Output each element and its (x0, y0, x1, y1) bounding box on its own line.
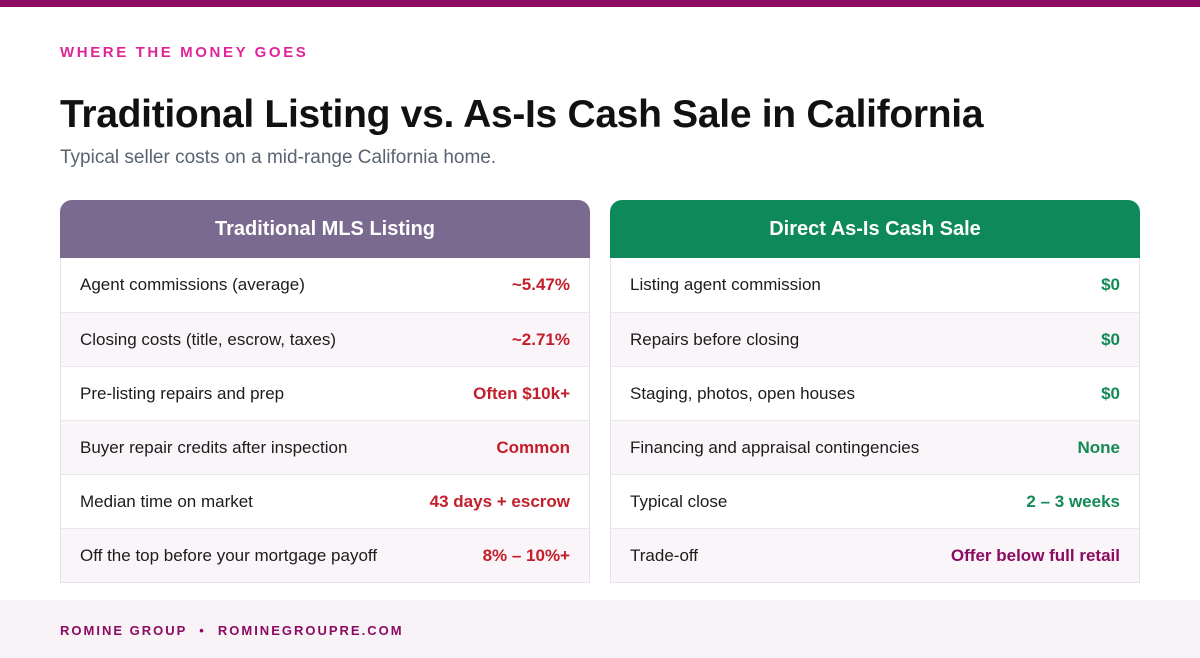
footer-brand: ROMINE GROUP (60, 623, 188, 638)
footer-website: ROMINEGROUPRE.COM (217, 623, 404, 638)
row-label: Staging, photos, open houses (630, 383, 855, 403)
row-value: ~2.71% (511, 329, 570, 349)
cash-sale-rows: Listing agent commission $0 Repairs befo… (610, 258, 1140, 583)
table-row: Trade-off Offer below full retail (611, 528, 1139, 582)
table-row: Median time on market 43 days + escrow (61, 474, 589, 528)
subheadline: Typical seller costs on a mid-range Cali… (60, 147, 497, 168)
row-value: $0 (1101, 275, 1120, 294)
table-row: Closing costs (title, escrow, taxes) ~2.… (61, 312, 589, 366)
row-value: Offer below full retail (950, 545, 1120, 565)
row-value: Often $10k+ (473, 383, 570, 403)
cash-sale-header: Direct As-Is Cash Sale (610, 200, 1140, 258)
row-label: Off the top before your mortgage payoff (80, 545, 378, 565)
table-row: Repairs before closing $0 (611, 312, 1139, 366)
row-value: None (1077, 437, 1121, 457)
table-row: Buyer repair credits after inspection Co… (61, 420, 589, 474)
table-row: Listing agent commission $0 (611, 258, 1139, 312)
footer-separator: • (199, 623, 206, 638)
row-label: Median time on market (80, 491, 253, 511)
cash-sale-panel: Direct As-Is Cash Sale Listing agent com… (610, 200, 1140, 583)
top-accent-bar (0, 0, 1200, 7)
table-row: Off the top before your mortgage payoff … (61, 528, 589, 582)
row-label: Agent commissions (average) (80, 275, 305, 294)
row-label: Pre-listing repairs and prep (80, 383, 285, 403)
row-value: Common (496, 437, 570, 457)
footer-text: ROMINE GROUP • ROMINEGROUPRE.COM (60, 623, 404, 639)
row-value: 43 days + escrow (429, 491, 570, 511)
traditional-listing-rows: Agent commissions (average) ~5.47% Closi… (60, 258, 590, 583)
row-label: Buyer repair credits after inspection (80, 437, 348, 457)
row-label: Repairs before closing (630, 329, 800, 349)
row-label: Typical close (630, 491, 728, 511)
row-value: $0 (1101, 329, 1120, 349)
row-value: $0 (1101, 383, 1120, 403)
footer: ROMINE GROUP • ROMINEGROUPRE.COM (0, 600, 1200, 658)
table-row: Pre-listing repairs and prep Often $10k+ (61, 366, 589, 420)
eyebrow-label: WHERE THE MONEY GOES (60, 44, 309, 61)
traditional-listing-panel: Traditional MLS Listing Agent commission… (60, 200, 590, 583)
table-row: Financing and appraisal contingencies No… (611, 420, 1139, 474)
row-label: Listing agent commission (630, 275, 821, 294)
row-value: 8% – 10%+ (482, 545, 570, 565)
table-row: Agent commissions (average) ~5.47% (61, 258, 589, 312)
row-value: ~5.47% (511, 275, 570, 294)
row-value: 2 – 3 weeks (1026, 491, 1120, 511)
row-label: Trade-off (630, 545, 699, 565)
headline: Traditional Listing vs. As-Is Cash Sale … (60, 93, 984, 136)
row-label: Closing costs (title, escrow, taxes) (80, 329, 337, 349)
traditional-listing-header: Traditional MLS Listing (60, 200, 590, 258)
table-row: Staging, photos, open houses $0 (611, 366, 1139, 420)
table-row: Typical close 2 – 3 weeks (611, 474, 1139, 528)
row-label: Financing and appraisal contingencies (630, 437, 920, 457)
